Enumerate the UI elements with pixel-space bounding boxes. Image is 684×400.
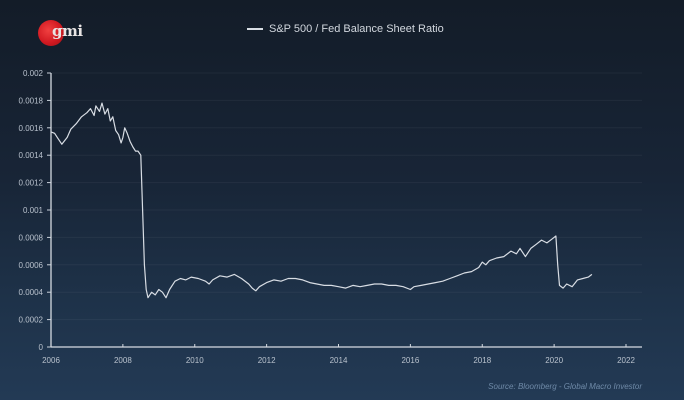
gmi-logo-text: gmi [52, 22, 83, 40]
x-tick-label: 2016 [401, 356, 419, 365]
x-axis: 2006 2008 2010 2012 2014 2016 2018 2020 2022 [42, 344, 642, 365]
x-tick-label: 2006 [42, 356, 60, 365]
y-tick-label: 0.0016 [19, 124, 44, 133]
y-tick-label: 0.0008 [19, 233, 44, 242]
legend-label: S&P 500 / Fed Balance Sheet Ratio [269, 23, 444, 35]
y-tick-label: 0.0006 [19, 261, 44, 270]
x-tick-label: 2014 [330, 356, 348, 365]
y-tick-label: 0.0012 [19, 179, 44, 188]
legend-line-swatch [247, 28, 263, 30]
x-tick-label: 2008 [114, 356, 132, 365]
x-tick-label: 2022 [617, 356, 635, 365]
x-tick-label: 2010 [186, 356, 204, 365]
gmi-logo-mark [38, 20, 64, 46]
y-tick-label: 0.0014 [19, 151, 44, 160]
y-tick-label: 0.002 [23, 69, 44, 78]
gridlines [51, 72, 642, 321]
y-tick-label: 0.0004 [19, 288, 44, 297]
x-tick-label: 2012 [258, 356, 276, 365]
chart-legend: S&P 500 / Fed Balance Sheet Ratio [247, 23, 444, 35]
y-tick-label: 0.0018 [19, 96, 44, 105]
y-tick-label: 0.0002 [19, 316, 44, 325]
y-axis: 0 0.0002 0.0004 0.0006 0.0008 0.001 0.0012 0.00… [19, 69, 52, 352]
x-tick-label: 2020 [545, 356, 563, 365]
y-tick-label: 0.001 [23, 206, 44, 215]
series-line [50, 102, 593, 299]
y-tick-label: 0 [39, 343, 44, 352]
x-tick-label: 2018 [473, 356, 491, 365]
source-note: Source: Bloomberg - Global Macro Investo… [488, 382, 642, 391]
